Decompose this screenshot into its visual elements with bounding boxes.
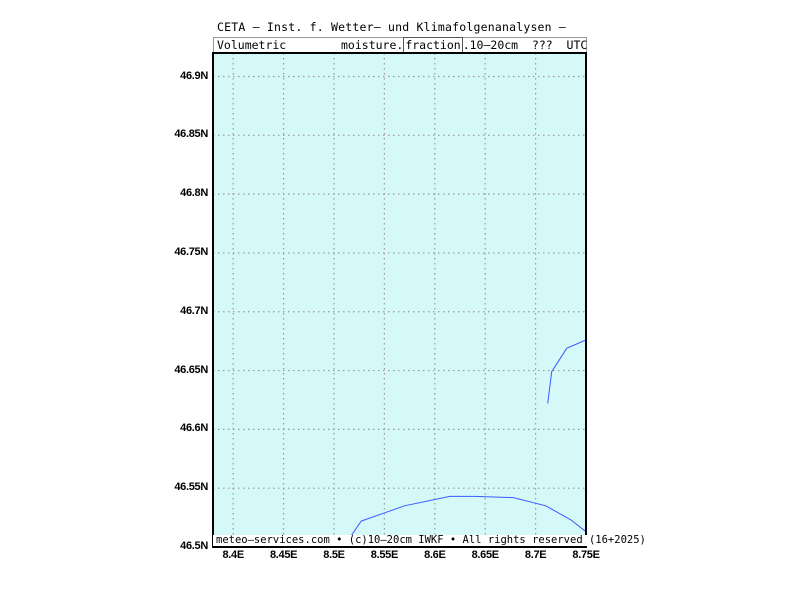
x-tick-label: 8.55E bbox=[370, 549, 399, 561]
boundary-line bbox=[338, 495, 587, 548]
subtitle-unit: fraction bbox=[403, 37, 463, 53]
x-tick-label: 8.4E bbox=[222, 549, 244, 561]
x-tick-label: 8.7E bbox=[524, 549, 547, 561]
y-tick-label: 46.5N bbox=[180, 540, 208, 552]
figure-title: CETA — Inst. f. Wetter— und Klimafolgena… bbox=[217, 20, 567, 34]
x-tick-label: 8.5E bbox=[323, 549, 345, 561]
y-tick-label: 46.75N bbox=[174, 245, 208, 258]
y-tick-label: 46.65N bbox=[174, 363, 208, 376]
subtitle-level-time: .10—20cm ??? UTC bbox=[462, 38, 588, 52]
x-tick-label: 8.6E bbox=[424, 549, 446, 561]
subtitle-variable: Volumetric bbox=[217, 38, 287, 52]
copyright-footer: meteo—services.com • (c)10—20cm IWKF • A… bbox=[213, 535, 646, 546]
x-tick-label: 8.45E bbox=[269, 549, 298, 561]
map-frame bbox=[212, 52, 587, 548]
y-tick-label: 46.6N bbox=[180, 422, 208, 435]
figure-subtitle: Volumetric moisture. fraction .10—20cm ???… bbox=[213, 37, 587, 53]
y-tick-label: 46.55N bbox=[174, 481, 208, 494]
boundary-line bbox=[547, 339, 587, 404]
y-tick-label: 46.7N bbox=[180, 304, 208, 317]
y-tick-label: 46.9N bbox=[180, 69, 208, 82]
subtitle-mid: moisture. bbox=[341, 38, 404, 52]
x-tick-label: 8.65E bbox=[471, 549, 500, 561]
subtitle-description: moisture. fraction .10—20cm ??? UTC bbox=[341, 37, 588, 53]
x-tick-label: 8.75E bbox=[572, 549, 600, 561]
y-tick-label: 46.8N bbox=[180, 187, 208, 200]
map-background bbox=[213, 53, 586, 547]
map-border-lines bbox=[338, 339, 587, 548]
y-tick-label: 46.85N bbox=[174, 128, 208, 141]
